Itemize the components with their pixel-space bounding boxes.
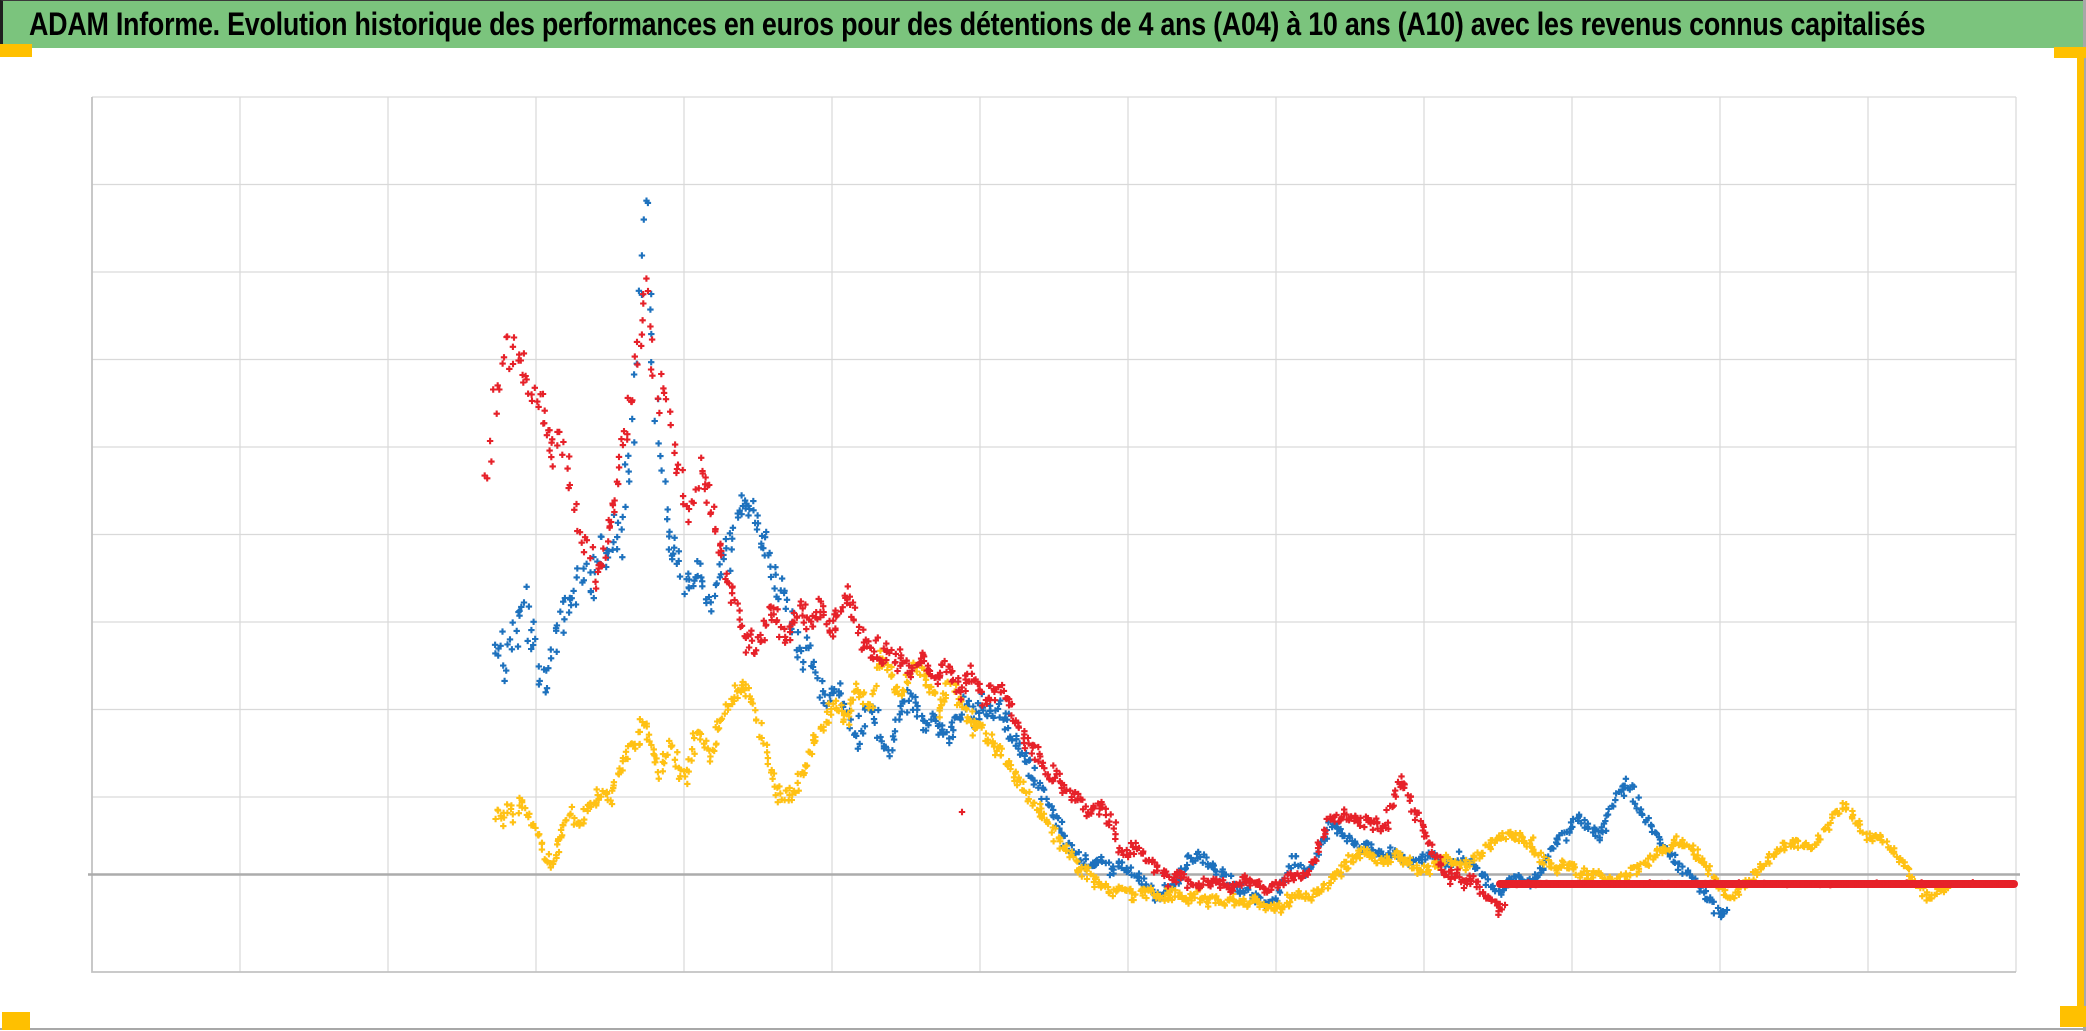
chart-title: ADAM Informe. Evolution historique des p…	[29, 6, 1926, 42]
selection-handle-bottom-left[interactable]	[2, 1012, 30, 1030]
selection-handle-bottom-right[interactable]	[2060, 1006, 2086, 1027]
selection-strip-right-edge	[2077, 47, 2084, 1008]
frame-bottom-border	[0, 1028, 2086, 1030]
outlier-point	[958, 808, 966, 816]
series-yellow-markers	[492, 647, 1952, 916]
title-bar: ADAM Informe. Evolution historique des p…	[0, 0, 2083, 48]
frame-right-border	[2083, 0, 2086, 1031]
red-constant-line-markers	[1496, 879, 2013, 889]
series-red-markers	[481, 275, 1509, 918]
plot-border	[91, 97, 2016, 973]
selection-handle-top-left[interactable]	[0, 44, 32, 57]
selection-bracket-top-right	[2054, 47, 2086, 58]
